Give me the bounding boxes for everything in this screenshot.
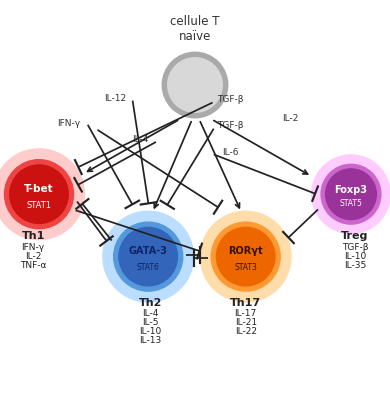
Text: Th1: Th1 — [21, 231, 45, 241]
Text: IL-22: IL-22 — [235, 327, 257, 336]
Circle shape — [326, 169, 376, 219]
Text: IL-10: IL-10 — [139, 327, 161, 336]
Text: STAT5: STAT5 — [340, 199, 362, 208]
Circle shape — [211, 222, 280, 291]
Circle shape — [312, 155, 390, 234]
Circle shape — [162, 52, 228, 118]
Circle shape — [114, 222, 183, 291]
Text: cellule T
naïve: cellule T naïve — [170, 15, 220, 43]
Text: STAT3: STAT3 — [234, 263, 257, 272]
Text: TGF-β: TGF-β — [217, 122, 243, 130]
Circle shape — [216, 227, 275, 286]
Text: IFN-γ: IFN-γ — [57, 120, 80, 128]
Text: GATA-3: GATA-3 — [129, 246, 168, 256]
Text: RORγt: RORγt — [229, 246, 263, 256]
Text: TGF-β: TGF-β — [217, 95, 243, 104]
Circle shape — [0, 149, 84, 240]
Text: IL-4: IL-4 — [142, 309, 158, 318]
Circle shape — [168, 58, 222, 112]
Text: Th17: Th17 — [230, 298, 261, 307]
Text: IL-6: IL-6 — [222, 147, 238, 157]
Text: TNF-α: TNF-α — [20, 261, 46, 270]
Text: IL-2: IL-2 — [282, 114, 299, 123]
Text: TGF-β: TGF-β — [342, 243, 368, 252]
Text: IFN-γ: IFN-γ — [21, 243, 45, 252]
Text: IL-35: IL-35 — [344, 261, 366, 270]
Text: IL-17: IL-17 — [234, 309, 257, 318]
Text: IL-10: IL-10 — [344, 252, 366, 261]
Circle shape — [4, 160, 73, 229]
Circle shape — [119, 227, 177, 286]
Text: Foxp3: Foxp3 — [335, 185, 367, 195]
Text: IL-13: IL-13 — [139, 336, 161, 345]
Text: IL-21: IL-21 — [235, 318, 257, 327]
Text: T-bet: T-bet — [24, 184, 54, 194]
Text: STAT1: STAT1 — [27, 201, 51, 210]
Circle shape — [103, 211, 193, 302]
Circle shape — [200, 211, 291, 302]
Text: Th2: Th2 — [138, 298, 162, 307]
Text: Treg: Treg — [341, 231, 369, 241]
Circle shape — [10, 165, 68, 223]
Text: IL-4: IL-4 — [132, 135, 149, 144]
Text: IL-5: IL-5 — [142, 318, 158, 327]
Text: STAT6: STAT6 — [137, 263, 160, 272]
Text: IL-2: IL-2 — [25, 252, 41, 261]
Text: IL-12: IL-12 — [104, 94, 126, 103]
Circle shape — [321, 164, 381, 224]
